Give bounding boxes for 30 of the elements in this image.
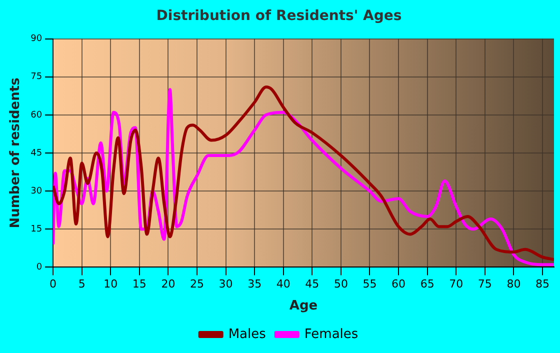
y-tick-label: 75 <box>30 72 42 82</box>
legend-label: Females <box>304 326 358 342</box>
legend-label: Males <box>228 326 266 342</box>
x-tick-label: 65 <box>420 278 434 291</box>
x-tick-label: 45 <box>305 278 320 291</box>
x-tick-label: 30 <box>218 278 233 291</box>
y-tick-label: 60 <box>30 110 42 120</box>
x-tick-label: 25 <box>190 278 204 291</box>
y-tick-label: 30 <box>30 186 42 196</box>
chart-title: Distribution of Residents' Ages <box>156 8 402 24</box>
y-tick-label: 90 <box>30 34 42 44</box>
y-tick-label: 15 <box>30 224 42 234</box>
x-tick-label: 80 <box>506 278 521 291</box>
x-axis-title: Age <box>289 298 318 314</box>
x-tick-label: 55 <box>362 278 377 291</box>
x-tick-label: 75 <box>478 278 492 291</box>
x-tick-label: 5 <box>78 278 86 291</box>
x-tick-label: 15 <box>132 278 146 291</box>
x-tick-label: 60 <box>392 278 406 291</box>
x-tick-label: 20 <box>161 278 176 291</box>
x-tick-label: 35 <box>248 278 262 291</box>
y-axis-title: Number of residents <box>8 77 24 228</box>
x-tick-label: 85 <box>535 278 550 291</box>
y-tick-label: 45 <box>30 148 42 158</box>
x-tick-label: 70 <box>449 278 464 291</box>
x-tick-label: 50 <box>334 278 348 291</box>
y-tick-label: 0 <box>36 262 42 273</box>
x-tick-label: 0 <box>50 278 57 291</box>
x-tick-label: 10 <box>104 278 118 291</box>
x-tick-label: 40 <box>276 278 290 291</box>
